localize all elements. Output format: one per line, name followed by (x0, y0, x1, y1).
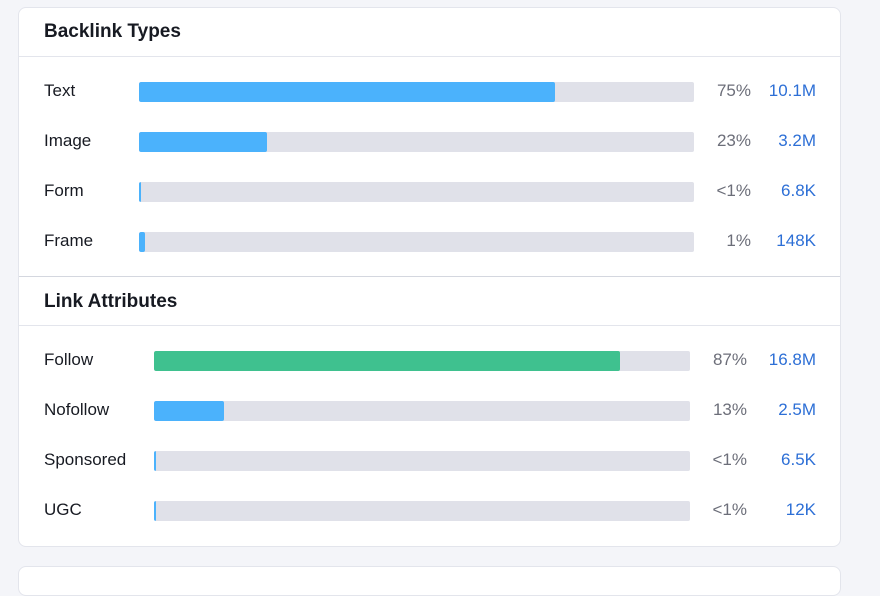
progress-fill (154, 501, 156, 521)
row-label: UGC (44, 500, 82, 519)
progress-fill (154, 451, 156, 471)
progress-fill (139, 182, 141, 202)
link-attributes-list: Follow 87% 16.8M Nofollow 13% 2.5M Spons… (19, 326, 840, 536)
link-attributes-title: Link Attributes (19, 277, 840, 326)
progress-track (139, 132, 694, 152)
row-label: Sponsored (44, 450, 127, 469)
backlink-summary-card: Backlink Types Text 75% 10.1M Image 23% … (18, 7, 841, 547)
progress-track (154, 451, 690, 471)
row-label: Follow (44, 350, 94, 369)
row-percent: <1% (716, 181, 752, 200)
row-percent: 13% (712, 400, 747, 419)
row-label: Form (44, 181, 84, 200)
backlink-types-list: Text 75% 10.1M Image 23% 3.2M Form <1% 6… (19, 57, 840, 277)
progress-fill (139, 82, 555, 102)
progress-track (154, 401, 690, 421)
row-label: Text (44, 81, 76, 100)
link-attribute-row-nofollow: Nofollow 13% 2.5M (19, 386, 840, 436)
row-percent: 23% (716, 131, 751, 150)
row-count-link[interactable]: 3.2M (778, 131, 816, 150)
link-attribute-row-sponsored: Sponsored <1% 6.5K (19, 436, 840, 486)
link-attribute-row-ugc: UGC <1% 12K (19, 486, 840, 536)
row-count-link[interactable]: 6.8K (781, 181, 816, 200)
backlink-types-title: Backlink Types (19, 8, 840, 57)
backlink-type-row-form: Form <1% 6.8K (19, 167, 840, 217)
progress-fill (154, 351, 620, 371)
progress-fill (154, 401, 224, 421)
row-label: Frame (44, 231, 94, 250)
row-count-link[interactable]: 12K (785, 500, 816, 519)
row-count-link[interactable]: 6.5K (781, 450, 816, 469)
progress-track (139, 232, 694, 252)
progress-track (139, 82, 694, 102)
backlink-type-row-frame: Frame 1% 148K (19, 217, 840, 267)
progress-track (139, 182, 694, 202)
row-count-link[interactable]: 16.8M (768, 350, 816, 369)
row-percent: <1% (712, 450, 748, 469)
row-label: Image (44, 131, 92, 150)
row-percent: <1% (712, 500, 748, 519)
row-percent: 1% (726, 231, 751, 250)
backlink-type-row-text: Text 75% 10.1M (19, 67, 840, 117)
backlink-type-row-image: Image 23% 3.2M (19, 117, 840, 167)
row-count-link[interactable]: 10.1M (768, 81, 816, 100)
row-percent: 75% (716, 81, 751, 100)
progress-track (154, 501, 690, 521)
row-percent: 87% (712, 350, 747, 369)
progress-fill (139, 132, 267, 152)
row-count-link[interactable]: 2.5M (778, 400, 816, 419)
link-attribute-row-follow: Follow 87% 16.8M (19, 336, 840, 386)
next-card (18, 566, 841, 596)
progress-fill (139, 232, 145, 252)
row-count-link[interactable]: 148K (776, 231, 816, 250)
row-label: Nofollow (44, 400, 110, 419)
progress-track (154, 351, 690, 371)
